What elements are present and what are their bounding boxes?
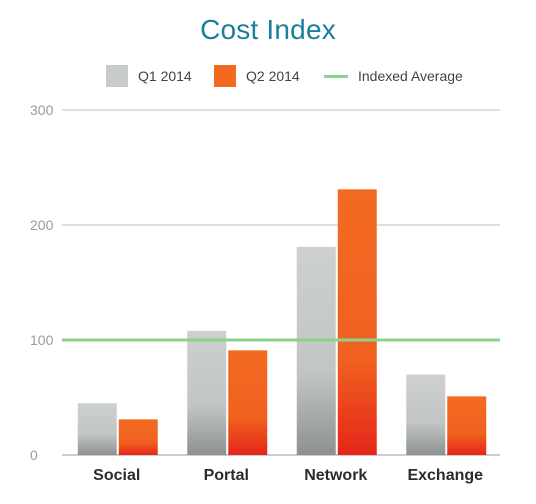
legend: Q1 2014 Q2 2014 Indexed Average [0,64,536,88]
legend-label-average: Indexed Average [358,68,463,84]
x-tick-label: Social [93,467,140,484]
bar-network-q1 [296,246,336,455]
bar-portal-q1 [187,330,227,455]
legend-swatch-q2 [214,65,236,87]
legend-label-q1: Q1 2014 [138,68,192,84]
y-tick-label: 100 [30,332,54,348]
bar-social-q2 [118,419,158,455]
y-tick-label: 0 [30,447,38,463]
legend-swatch-average [324,74,348,78]
y-tick-label: 200 [30,217,54,233]
legend-label-q2: Q2 2014 [246,68,300,84]
x-tick-label: Exchange [407,467,483,484]
bar-social-q1 [77,403,117,455]
chart-title: Cost Index [200,14,336,45]
legend-item-average: Indexed Average [324,64,463,88]
legend-item-q2: Q2 2014 [214,64,300,88]
bar-exchange-q2 [447,396,487,455]
y-tick-label: 300 [30,102,54,118]
x-tick-label: Network [304,467,367,484]
x-tick-label: Portal [204,467,249,484]
bar-exchange-q1 [406,374,446,455]
legend-item-q1: Q1 2014 [106,64,192,88]
legend-swatch-q1 [106,65,128,87]
bar-portal-q2 [228,350,268,455]
bar-network-q2 [337,189,377,455]
